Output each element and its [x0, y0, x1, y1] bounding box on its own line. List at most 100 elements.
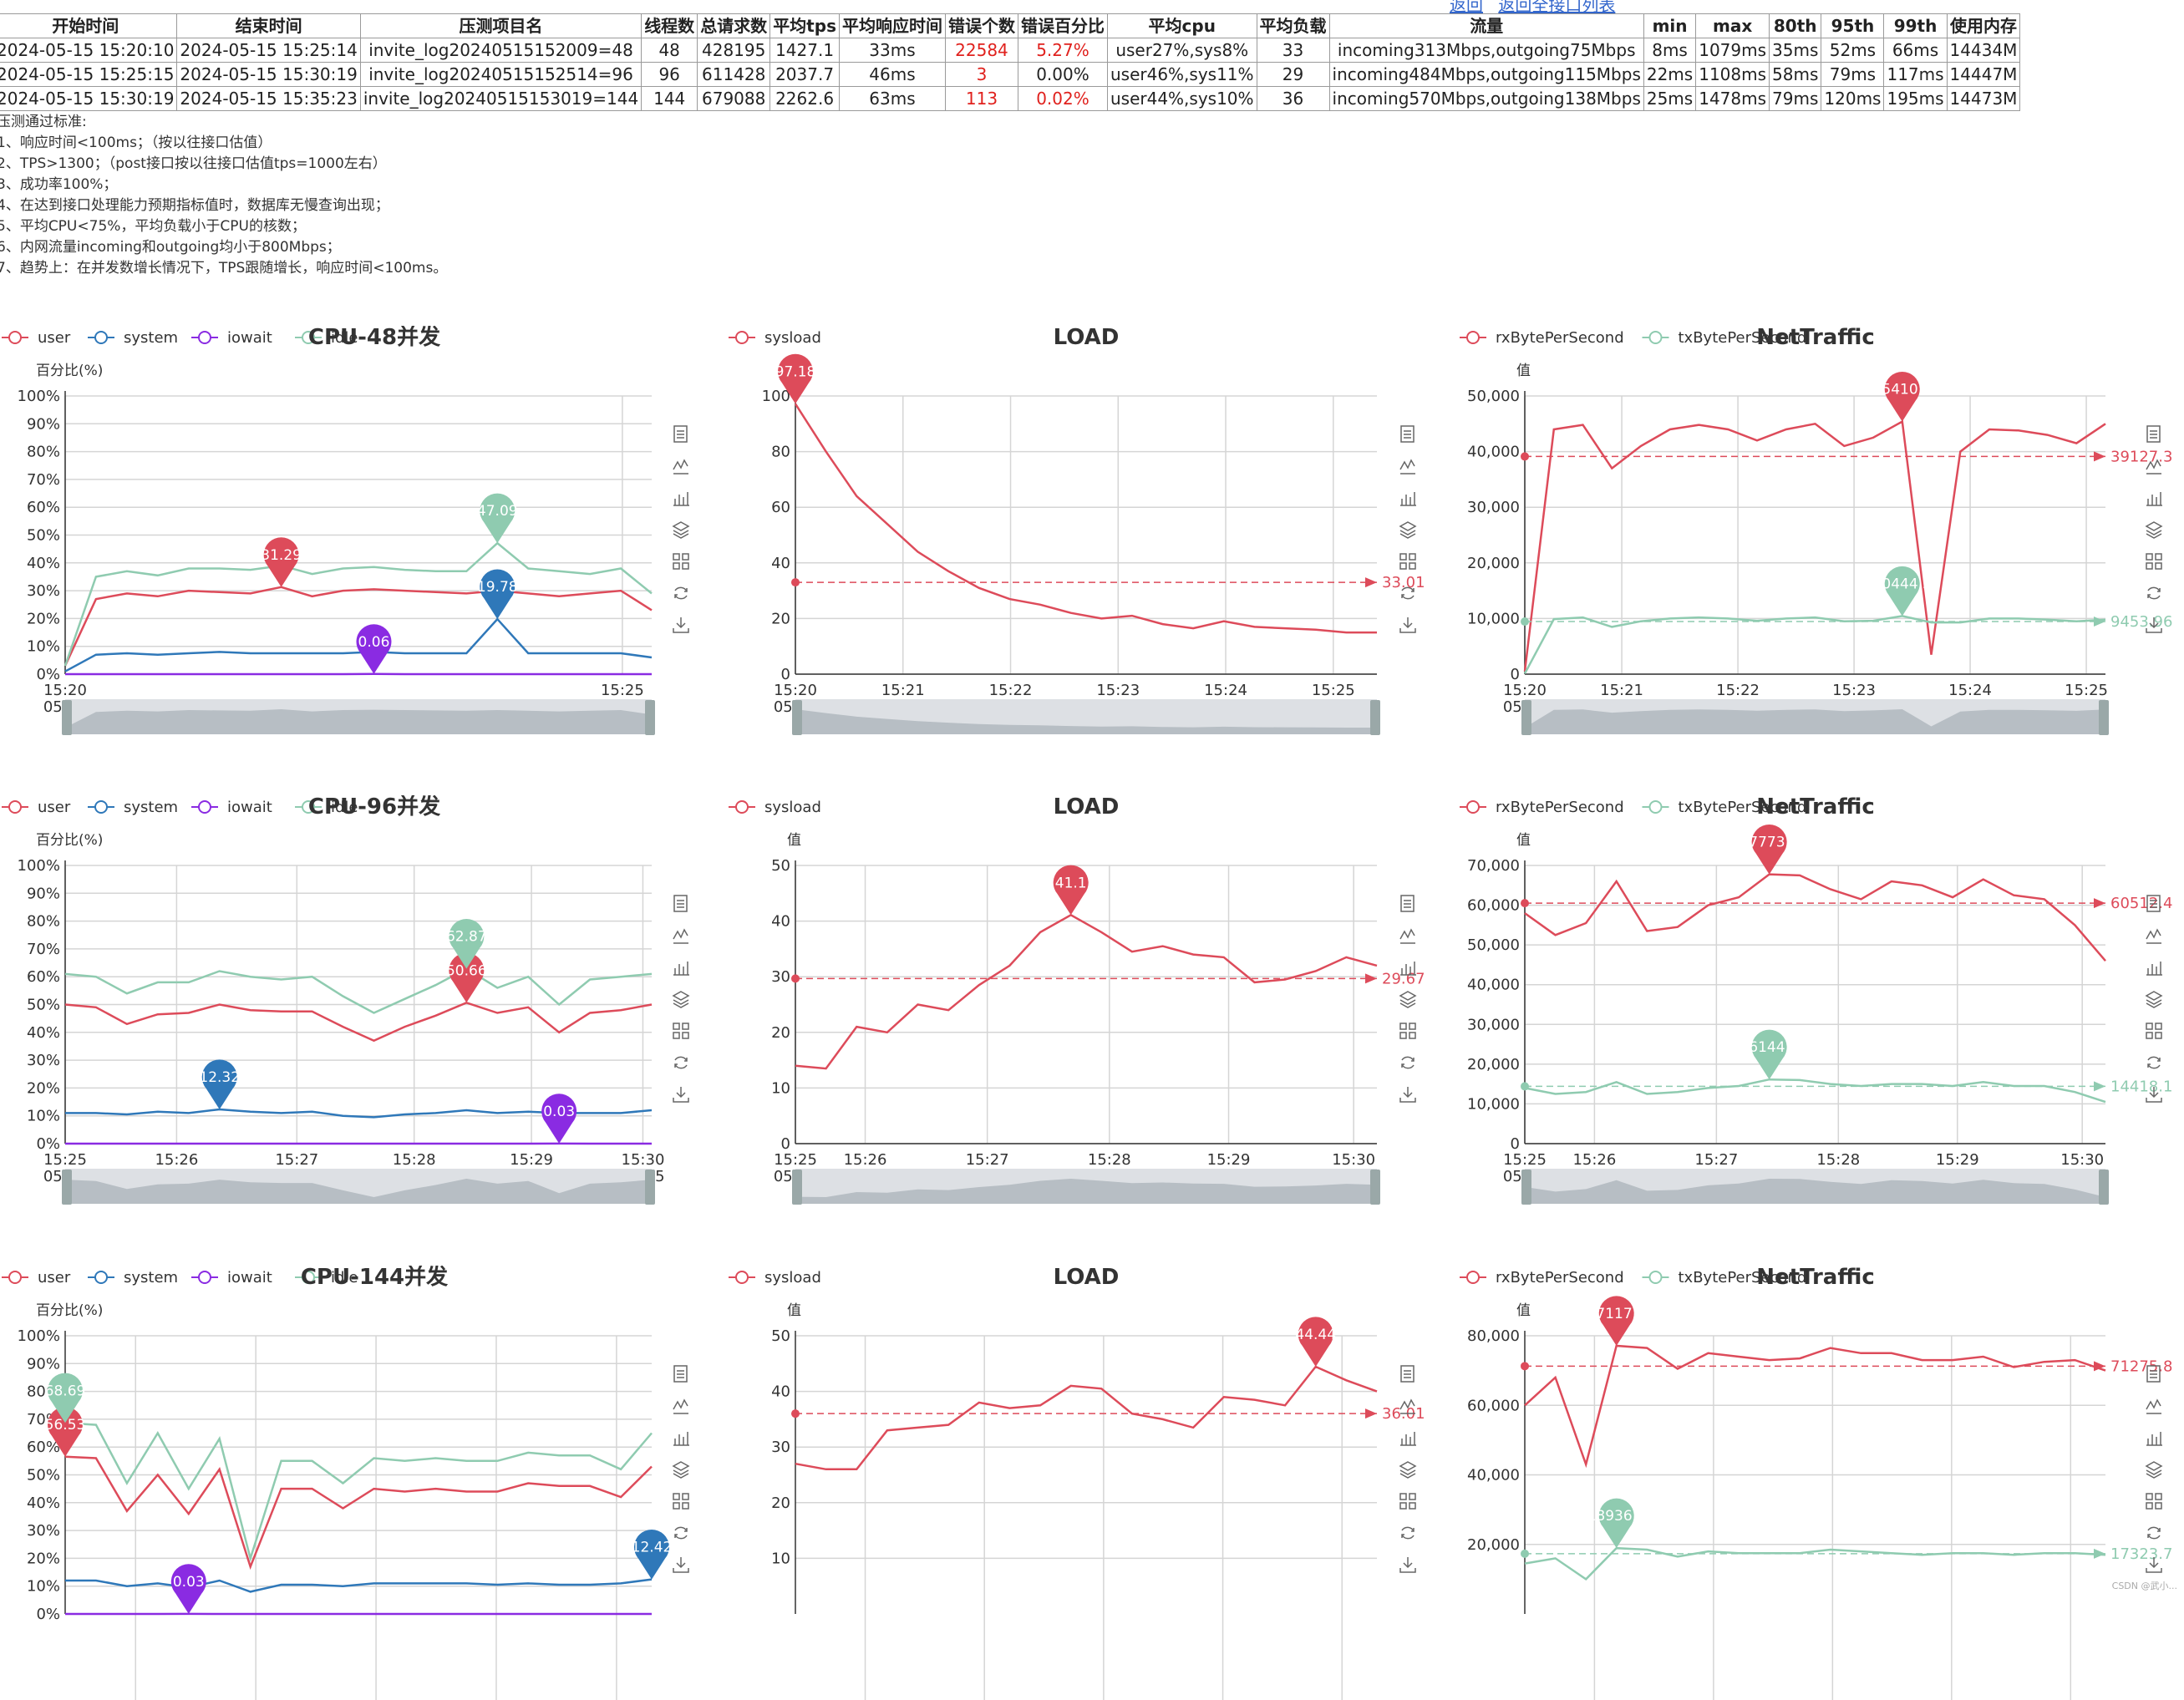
- bar-switch-icon[interactable]: [673, 492, 689, 505]
- datazoom-handle-left[interactable]: [62, 700, 72, 735]
- y-tick-label: 100%: [18, 857, 60, 875]
- legend-item-sysload[interactable]: sysload: [729, 799, 821, 816]
- bar-switch-icon[interactable]: [673, 1432, 689, 1445]
- line-switch-icon[interactable]: [673, 930, 688, 943]
- y-tick-label: 20,000: [1467, 555, 1520, 572]
- icon-part: [673, 460, 688, 469]
- icon-part: [2148, 1057, 2160, 1068]
- legend-item-system[interactable]: system: [88, 799, 178, 816]
- datazoom-handle-left[interactable]: [792, 700, 802, 735]
- tiled-icon[interactable]: [673, 554, 688, 569]
- tiled-icon[interactable]: [1400, 1023, 1415, 1038]
- legend-item-rxBytePerSecond[interactable]: rxBytePerSecond: [1460, 1269, 1624, 1286]
- bar-switch-icon[interactable]: [2146, 1432, 2162, 1445]
- restore-icon[interactable]: [675, 1527, 687, 1538]
- legend-item-rxBytePerSecond[interactable]: rxBytePerSecond: [1460, 329, 1624, 347]
- tiled-icon[interactable]: [673, 1494, 688, 1509]
- tiled-icon[interactable]: [2146, 1494, 2161, 1509]
- save-image-icon[interactable]: [673, 617, 688, 632]
- legend-item-system[interactable]: system: [88, 329, 178, 347]
- series-line-sysload: [795, 403, 1377, 632]
- datazoom-handle-right[interactable]: [1370, 1170, 1380, 1205]
- restore-icon[interactable]: [2148, 1057, 2160, 1068]
- restore-icon[interactable]: [675, 1057, 687, 1068]
- legend-item-user[interactable]: user: [2, 329, 71, 347]
- bar-switch-icon[interactable]: [673, 962, 689, 975]
- datazoom-handle-right[interactable]: [2099, 1170, 2109, 1205]
- line-switch-icon[interactable]: [2146, 1400, 2161, 1413]
- tiled-icon[interactable]: [2146, 554, 2161, 569]
- restore-icon[interactable]: [1402, 1527, 1414, 1538]
- legend-item-iowait[interactable]: iowait: [191, 329, 272, 347]
- datazoom-handle-right[interactable]: [1370, 700, 1380, 735]
- save-image-icon[interactable]: [1400, 1087, 1415, 1102]
- legend-item-sysload[interactable]: sysload: [729, 329, 821, 347]
- icon-part: [2156, 1023, 2161, 1029]
- data-view-icon[interactable]: [1401, 426, 1414, 442]
- legend-item-rxBytePerSecond[interactable]: rxBytePerSecond: [1460, 799, 1624, 816]
- stack-icon[interactable]: [1400, 992, 1415, 1007]
- stack-icon[interactable]: [673, 1462, 688, 1478]
- restore-icon[interactable]: [2148, 587, 2160, 598]
- stack-icon[interactable]: [2146, 992, 2161, 1007]
- y-tick-label: 20,000: [1467, 1056, 1520, 1073]
- chart-load96: sysloadLOAD值0102030405015:2505-1515:2605…: [727, 795, 1441, 1230]
- stack-icon[interactable]: [673, 992, 688, 1007]
- bar-switch-icon[interactable]: [2146, 492, 2162, 505]
- table-cell: 2024-05-15 15:30:19: [177, 63, 360, 87]
- pin-label: 0.03: [173, 1574, 205, 1591]
- x-tick-label: 15:29: [510, 1151, 553, 1169]
- tiled-icon[interactable]: [1400, 554, 1415, 569]
- tiled-icon[interactable]: [2146, 1023, 2161, 1038]
- restore-icon[interactable]: [1402, 1057, 1414, 1068]
- stack-icon[interactable]: [1400, 1462, 1415, 1478]
- save-image-icon[interactable]: [1400, 1557, 1415, 1572]
- datazoom-handle-left[interactable]: [62, 1170, 72, 1205]
- line-switch-icon[interactable]: [673, 460, 688, 474]
- data-view-icon[interactable]: [674, 896, 687, 911]
- tiled-icon[interactable]: [673, 1023, 688, 1038]
- tiled-icon[interactable]: [1400, 1494, 1415, 1509]
- legend-item-iowait[interactable]: iowait: [191, 1269, 272, 1286]
- legend-item-user[interactable]: user: [2, 799, 71, 816]
- restore-icon[interactable]: [2148, 1527, 2160, 1538]
- bar-switch-icon[interactable]: [1400, 492, 1416, 505]
- datazoom-handle-left[interactable]: [1521, 1170, 1531, 1205]
- series-line-rxBytePerSecond: [1525, 422, 2105, 672]
- icon-part: [683, 554, 688, 560]
- data-view-icon[interactable]: [1401, 1366, 1414, 1382]
- legend-item-system[interactable]: system: [88, 1269, 178, 1286]
- stack-icon[interactable]: [2146, 522, 2161, 538]
- datazoom-handle-right[interactable]: [2099, 700, 2109, 735]
- datazoom-handle-left[interactable]: [792, 1170, 802, 1205]
- pin-label: 12.32: [199, 1069, 240, 1086]
- stack-icon[interactable]: [2146, 1462, 2161, 1478]
- legend-label: iowait: [227, 1269, 272, 1286]
- restore-icon[interactable]: [675, 587, 687, 598]
- save-image-icon[interactable]: [673, 1087, 688, 1102]
- legend-item-iowait[interactable]: iowait: [191, 799, 272, 816]
- line-switch-icon[interactable]: [2146, 930, 2161, 943]
- line-switch-icon[interactable]: [1400, 930, 1415, 943]
- bar-switch-icon[interactable]: [1400, 1432, 1416, 1445]
- stack-icon[interactable]: [1400, 522, 1415, 538]
- data-view-icon[interactable]: [674, 1366, 687, 1382]
- legend-item-sysload[interactable]: sysload: [729, 1269, 821, 1286]
- save-image-icon[interactable]: [673, 1557, 688, 1572]
- data-view-icon[interactable]: [1401, 896, 1414, 911]
- datazoom-handle-right[interactable]: [645, 700, 655, 735]
- stack-icon[interactable]: [673, 522, 688, 538]
- legend-marker: [199, 801, 211, 813]
- data-view-icon[interactable]: [674, 426, 687, 442]
- save-image-icon[interactable]: [1400, 617, 1415, 632]
- legend-item-user[interactable]: user: [2, 1269, 71, 1286]
- y-tick-label: 50: [771, 1327, 790, 1345]
- data-view-icon[interactable]: [2147, 426, 2160, 442]
- line-switch-icon[interactable]: [673, 1400, 688, 1413]
- x-tick-label: 15:20: [774, 682, 817, 699]
- datazoom-handle-right[interactable]: [645, 1170, 655, 1205]
- line-switch-icon[interactable]: [1400, 460, 1415, 474]
- datazoom-handle-left[interactable]: [1521, 700, 1531, 735]
- bar-switch-icon[interactable]: [2146, 962, 2162, 975]
